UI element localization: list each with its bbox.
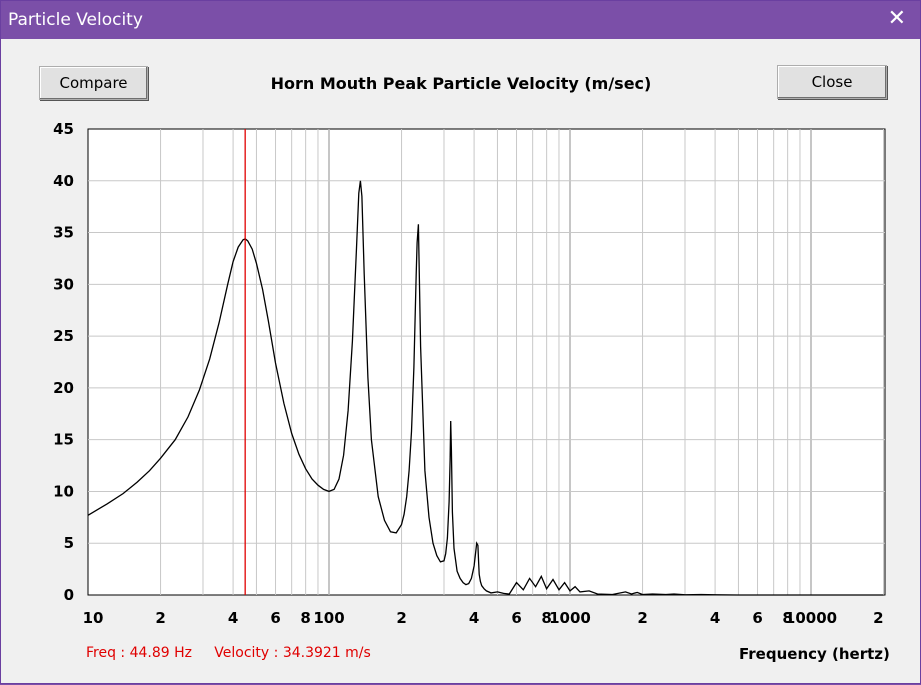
x-tick-label: 6 [270, 609, 280, 627]
x-tick-label: 10 [83, 609, 104, 627]
x-tick-label: 2 [396, 609, 406, 627]
x-tick-label: 4 [469, 609, 479, 627]
plot-area [87, 128, 886, 596]
x-tick-label: 6 [752, 609, 762, 627]
y-tick-label: 40 [53, 172, 74, 190]
x-tick-label: 8 [300, 609, 310, 627]
y-tick-label: 0 [64, 586, 74, 604]
close-icon[interactable]: ✕ [887, 6, 906, 31]
y-tick-label: 10 [53, 482, 74, 500]
x-tick-label: 8 [541, 609, 551, 627]
title-bar: Particle Velocity ✕ [1, 1, 920, 39]
x-tick-label: 2 [637, 609, 647, 627]
y-tick-labels: 0 5 10 15 20 25 30 35 40 45 [53, 120, 74, 604]
y-tick-label: 30 [53, 275, 74, 293]
x-tick-label: 6 [511, 609, 521, 627]
y-tick-label: 5 [64, 534, 74, 552]
x-tick-label: 4 [228, 609, 238, 627]
x-tick-label: 1000 [549, 609, 591, 627]
x-tick-label: 10000 [785, 609, 837, 627]
chart-title: Horn Mouth Peak Particle Velocity (m/sec… [270, 74, 652, 93]
close-button[interactable]: Close [777, 65, 887, 99]
cursor-readout: Freq : 44.89 Hz Velocity : 34.3921 m/s [86, 645, 371, 661]
window-title: Particle Velocity [8, 10, 143, 30]
y-tick-label: 45 [53, 120, 74, 138]
y-tick-label: 20 [53, 379, 74, 397]
freq-readout: Freq : 44.89 Hz [86, 645, 193, 661]
y-tick-label: 25 [53, 327, 74, 345]
x-tick-label: 2 [873, 609, 883, 627]
y-tick-label: 35 [53, 224, 74, 242]
velocity-readout: Velocity : 34.3921 m/s [214, 645, 371, 661]
velocity-curve [87, 180, 884, 596]
y-tick-label: 15 [53, 431, 74, 449]
compare-button[interactable]: Compare [39, 66, 148, 100]
x-tick-label: 4 [710, 609, 720, 627]
x-tick-label: 8 [782, 609, 792, 627]
x-tick-label: 100 [313, 609, 344, 627]
x-tick-label: 2 [155, 609, 165, 627]
x-axis-label: Frequency (hertz) [739, 645, 890, 663]
